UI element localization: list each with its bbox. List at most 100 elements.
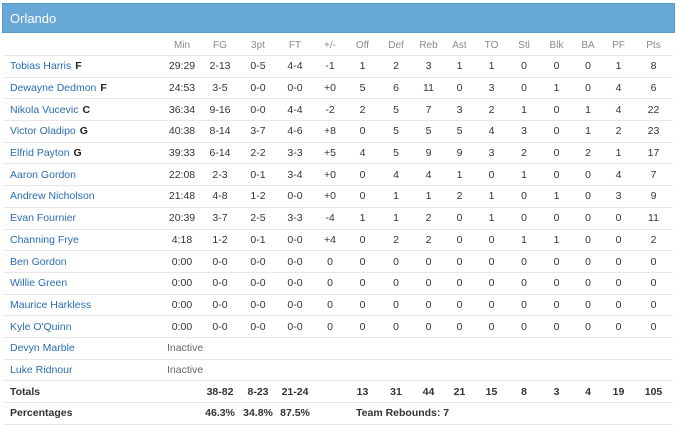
stat-off: 0: [346, 250, 379, 273]
stat-stl: 0: [508, 250, 540, 273]
total-off: 13: [346, 380, 379, 403]
column-header-row: Min FG 3pt FT +/- Off Def Reb Ast TO Stl Blk BA PF Pts: [4, 35, 673, 56]
stat-3pt: 0-0: [240, 98, 276, 121]
player-position: G: [73, 147, 82, 160]
player-link[interactable]: Devyn Marble: [10, 342, 75, 355]
player-link[interactable]: Channing Frye: [10, 233, 79, 246]
player-link[interactable]: Victor Oladipo: [10, 125, 76, 138]
stat-fg: 8-14: [200, 120, 240, 143]
player-link[interactable]: Evan Fournier: [10, 212, 76, 225]
player-link[interactable]: Nikola Vucevic: [10, 103, 79, 116]
stat-plus-minus: -1: [314, 55, 346, 78]
stat-to: 0: [475, 163, 508, 186]
stat-off: 0: [346, 271, 379, 295]
team-header: Orlando: [2, 3, 675, 33]
stat-min: 40:38: [164, 120, 200, 143]
player-link[interactable]: Aaron Gordon: [10, 168, 76, 181]
stat-stl: 3: [508, 120, 540, 143]
player-cell: Luke Ridnour: [4, 358, 164, 381]
column-header-off: Off: [355, 39, 370, 51]
stat-blk: 0: [540, 293, 573, 316]
stat-pts: 17: [634, 141, 673, 164]
stat-ast: 0: [444, 206, 475, 229]
stat-blk: 0: [540, 163, 573, 186]
player-link[interactable]: Maurice Harkless: [10, 298, 92, 311]
stat-off: 0: [346, 163, 379, 186]
stat-reb: 2: [413, 206, 444, 229]
stat-pts: 0: [634, 250, 673, 273]
stat-stl: 0: [508, 293, 540, 316]
total-pts: 105: [634, 380, 673, 403]
stat-ft: 3-4: [276, 163, 314, 186]
player-cell: Elfrid Payton G: [4, 141, 164, 164]
stat-to: 0: [475, 228, 508, 251]
table-row: Ben Gordon 0:00 0-0 0-0 0-0 0 0 0 0 0 0 0 0 0 0 0: [4, 250, 673, 273]
stat-off: 4: [346, 141, 379, 164]
player-link[interactable]: Elfrid Payton: [10, 147, 70, 160]
player-cell: Evan Fournier: [4, 206, 164, 229]
stat-min: 39:33: [164, 141, 200, 164]
stat-plus-minus: +5: [314, 141, 346, 164]
stat-plus-minus: -2: [314, 98, 346, 121]
table-row: Andrew Nicholson 21:48 4-8 1-2 0-0 +0 0 1 1 2 1 0 1 0…: [4, 185, 673, 208]
percentages-label: Percentages: [4, 402, 164, 425]
column-header-stl: Stl: [518, 39, 530, 51]
table-row: Victor Oladipo G 40:38 8-14 3-7 4-6 +8 0 5 5 5 4 3 0 1…: [4, 120, 673, 143]
stat-def: 2: [379, 228, 413, 251]
player-link[interactable]: Luke Ridnour: [10, 363, 73, 376]
stat-pts: 8: [634, 55, 673, 78]
stat-3pt: 2-5: [240, 206, 276, 229]
player-cell: Andrew Nicholson: [4, 185, 164, 208]
stat-min: 22:08: [164, 163, 200, 186]
stat-3pt: 2-2: [240, 141, 276, 164]
stat-ft: 0-0: [276, 250, 314, 273]
stat-min: 20:39: [164, 206, 200, 229]
player-cell: Maurice Harkless: [4, 293, 164, 316]
stat-pf: 4: [603, 163, 634, 186]
stat-reb: 4: [413, 163, 444, 186]
stat-stl: 0: [508, 271, 540, 295]
stat-fg: 2-3: [200, 163, 240, 186]
stat-ft: 0-0: [276, 293, 314, 316]
stat-pts: 22: [634, 98, 673, 121]
stat-to: 0: [475, 293, 508, 316]
stat-blk: 0: [540, 141, 573, 164]
stat-def: 6: [379, 76, 413, 99]
player-link[interactable]: Ben Gordon: [10, 255, 67, 268]
stat-stl: 0: [508, 206, 540, 229]
stat-ast: 0: [444, 250, 475, 273]
column-header-ast: Ast: [452, 39, 467, 51]
stat-ft: 4-4: [276, 55, 314, 78]
team-title: Orlando: [10, 11, 57, 26]
stat-ba: 0: [573, 163, 603, 186]
player-link[interactable]: Tobias Harris: [10, 60, 72, 73]
stat-3pt: 3-7: [240, 120, 276, 143]
stat-3pt: 0-0: [240, 76, 276, 99]
ft-percentage: 87.5%: [276, 402, 314, 425]
player-link[interactable]: Dewayne Dedmon: [10, 82, 97, 95]
stat-pts: 0: [634, 271, 673, 295]
stat-min: 36:34: [164, 98, 200, 121]
stat-ft: 0-0: [276, 185, 314, 208]
table-row: Evan Fournier 20:39 3-7 2-5 3-3 -4 1 1 2 0 1 0 0 0 0 11: [4, 206, 673, 229]
stat-stl: 1: [508, 228, 540, 251]
stat-ba: 1: [573, 98, 603, 121]
stat-blk: 1: [540, 76, 573, 99]
player-link[interactable]: Willie Green: [10, 277, 68, 290]
stat-def: 4: [379, 163, 413, 186]
stat-pf: 0: [603, 250, 634, 273]
stat-blk: 0: [540, 250, 573, 273]
stat-ast: 0: [444, 271, 475, 295]
total-def: 31: [379, 380, 413, 403]
stat-min: 0:00: [164, 315, 200, 338]
stat-def: 5: [379, 120, 413, 143]
player-link[interactable]: Kyle O'Quinn: [10, 320, 72, 333]
stat-ba: 0: [573, 293, 603, 316]
player-link[interactable]: Andrew Nicholson: [10, 190, 95, 203]
stat-fg: 1-2: [200, 228, 240, 251]
stat-def: 2: [379, 55, 413, 78]
column-header-def: Def: [388, 39, 404, 51]
stat-ba: 2: [573, 141, 603, 164]
table-row: Kyle O'Quinn 0:00 0-0 0-0 0-0 0 0 0 0 0 0 0 0 0 0 0: [4, 315, 673, 338]
stat-ast: 9: [444, 141, 475, 164]
